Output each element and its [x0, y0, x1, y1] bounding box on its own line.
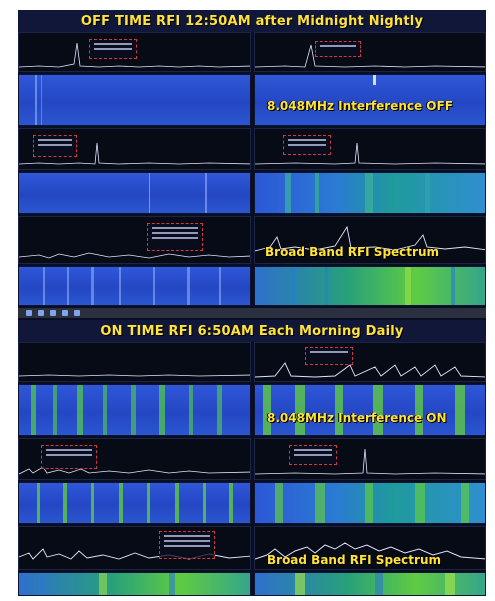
spectrum-trace-on-2a — [19, 466, 250, 475]
spectrum-panel-on-2a — [18, 438, 251, 480]
window-icon[interactable] — [26, 310, 32, 316]
spectrum-trace-off-1b — [255, 44, 485, 68]
on-time-title: ON TIME RFI 6:50AM Each Morning Daily — [100, 323, 404, 339]
spectrum-trace-on-2b — [255, 448, 485, 475]
on-time-banner: ON TIME RFI 6:50AM Each Morning Daily — [18, 320, 486, 342]
spectrum-panel-off-3b: Broad Band RFI Spectrum — [254, 216, 486, 264]
waterfall-off-1b: 8.048MHz Interference OFF — [254, 74, 486, 126]
spectrum-panel-off-1a — [18, 32, 251, 72]
spectrum-trace-off-3b — [255, 225, 485, 252]
broadband-off-caption: Broad Band RFI Spectrum — [265, 245, 439, 259]
waterfall-on-1a — [18, 384, 251, 436]
spectrum-panel-on-3a — [18, 526, 251, 570]
spectrum-trace-off-2a — [19, 142, 250, 165]
off-time-banner: OFF TIME RFI 12:50AM after Midnight Nigh… — [18, 10, 486, 32]
spectrum-panel-on-3b: Broad Band RFI Spectrum — [254, 526, 486, 570]
frequency-readout — [283, 135, 331, 155]
spectrum-panel-off-1b — [254, 32, 486, 72]
frequency-readout — [315, 41, 361, 57]
broadband-on-caption: Broad Band RFI Spectrum — [267, 553, 441, 567]
spectrum-panel-on-1b — [254, 342, 486, 382]
frequency-readout — [89, 39, 137, 59]
waterfall-off-3a — [18, 266, 251, 306]
spectrum-trace-on-3a — [19, 548, 250, 560]
waterfall-off-2a — [18, 172, 251, 214]
collage-frame: OFF TIME RFI 12:50AM after Midnight Nigh… — [18, 10, 486, 596]
app-icon[interactable] — [38, 310, 44, 316]
spectrum-panel-off-2b — [254, 128, 486, 170]
interference-off-caption: 8.048MHz Interference OFF — [267, 99, 453, 113]
interference-on-caption: 8.048MHz Interference ON — [267, 411, 447, 425]
spectrum-trace-on-1a — [19, 374, 250, 377]
off-time-title: OFF TIME RFI 12:50AM after Midnight Nigh… — [80, 13, 424, 29]
frequency-readout — [147, 223, 203, 251]
waterfall-on-1b: 8.048MHz Interference ON — [254, 384, 486, 436]
app-icon[interactable] — [50, 310, 56, 316]
spectrum-panel-on-2b — [254, 438, 486, 480]
spectrum-trace-on-3b — [255, 542, 485, 560]
taskbar-strip — [18, 308, 486, 318]
waterfall-off-3b — [254, 266, 486, 306]
frequency-readout — [289, 445, 337, 465]
waterfall-on-2a — [18, 482, 251, 524]
spectrum-panel-on-1a — [18, 342, 251, 382]
waterfall-off-2b — [254, 172, 486, 214]
frequency-readout — [159, 531, 215, 559]
frequency-readout — [41, 445, 97, 469]
waterfall-on-3b — [254, 572, 486, 596]
frequency-readout — [33, 135, 77, 157]
spectrum-panel-off-2a — [18, 128, 251, 170]
spectrum-trace-off-1a — [19, 42, 250, 68]
waterfall-on-2b — [254, 482, 486, 524]
app-icon[interactable] — [74, 310, 80, 316]
app-icon[interactable] — [62, 310, 68, 316]
waterfall-on-3a — [18, 572, 251, 596]
frequency-readout — [305, 347, 353, 365]
spectrum-trace-off-3a — [19, 252, 250, 259]
spectrum-trace-off-2b — [255, 142, 485, 165]
waterfall-off-1a — [18, 74, 251, 126]
spectrum-panel-off-3a — [18, 216, 251, 264]
spectrum-trace-on-1b — [255, 362, 485, 378]
